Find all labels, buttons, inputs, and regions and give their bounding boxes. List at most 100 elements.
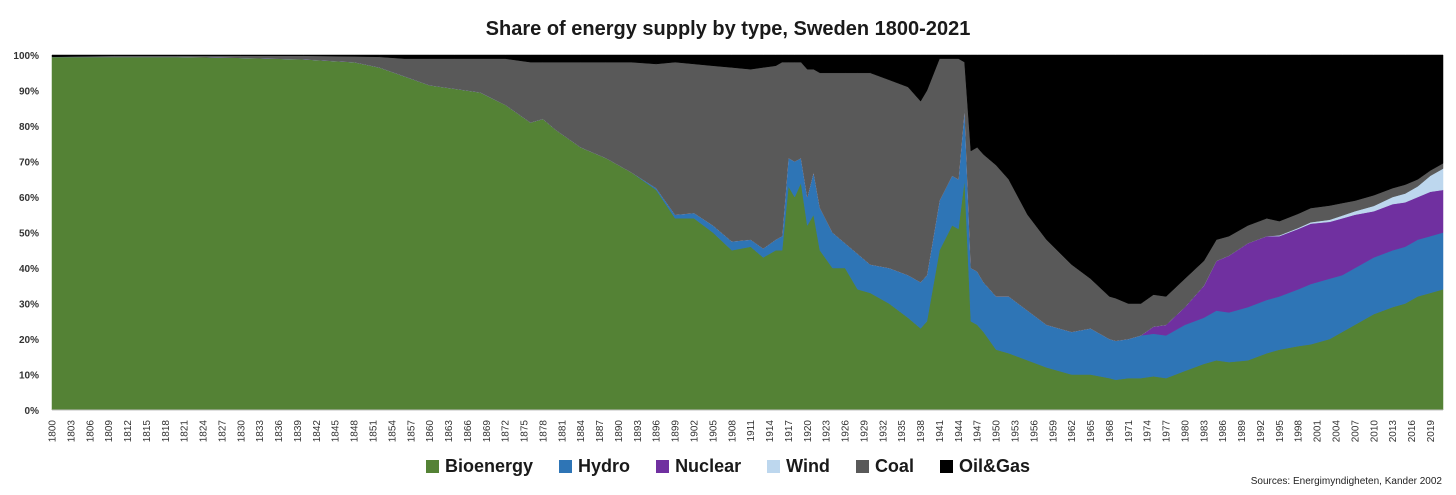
x-tick-label: 2016 <box>1407 420 1418 443</box>
source-note: Sources: Energimyndigheten, Kander 2002 <box>1250 476 1442 487</box>
legend-label: Hydro <box>578 456 631 476</box>
x-tick-label: 1911 <box>746 420 757 442</box>
x-tick-label: 1830 <box>236 420 247 443</box>
x-tick-label: 2019 <box>1426 420 1437 443</box>
x-tick-label: 1941 <box>935 420 946 443</box>
y-tick-label: 100% <box>13 51 39 62</box>
y-tick-label: 90% <box>19 87 39 98</box>
legend-item-wind: Wind <box>767 456 830 477</box>
x-tick-label: 1893 <box>633 420 644 443</box>
x-tick-label: 1980 <box>1180 420 1191 443</box>
x-tick-label: 1908 <box>727 420 738 443</box>
legend-label: Nuclear <box>675 456 742 476</box>
x-tick-label: 1806 <box>85 420 96 443</box>
x-tick-label: 1818 <box>161 420 172 443</box>
x-tick-label: 1872 <box>501 420 512 443</box>
legend-item-oil-gas: Oil&Gas <box>939 456 1030 477</box>
x-tick-label: 1833 <box>255 420 266 443</box>
x-tick-label: 1947 <box>973 420 984 443</box>
x-tick-label: 1842 <box>312 420 323 443</box>
legend-swatch <box>559 460 573 473</box>
x-tick-label: 1827 <box>217 420 228 443</box>
x-tick-label: 1992 <box>1256 420 1267 443</box>
y-tick-label: 30% <box>19 300 39 311</box>
x-tick-label: 1917 <box>784 420 795 443</box>
x-tick-label: 1995 <box>1275 420 1286 443</box>
area-oil-gas <box>51 54 1444 304</box>
x-tick-label: 1839 <box>293 420 304 443</box>
legend-swatch <box>426 460 440 473</box>
area-series-group <box>51 54 1444 411</box>
x-tick-label: 1965 <box>1086 420 1097 443</box>
y-tick-label: 50% <box>19 229 39 240</box>
x-tick-label: 2010 <box>1369 420 1380 443</box>
x-tick-label: 1887 <box>595 420 606 443</box>
x-tick-label: 1926 <box>841 420 852 443</box>
x-tick-label: 1803 <box>66 420 77 443</box>
x-tick-label: 1983 <box>1199 420 1210 443</box>
legend-item-bioenergy: Bioenergy <box>426 456 533 477</box>
x-tick-label: 1881 <box>557 420 568 443</box>
y-tick-label: 60% <box>19 193 39 204</box>
x-tick-label: 1866 <box>463 420 474 443</box>
x-tick-label: 1878 <box>538 420 549 443</box>
x-tick-label: 1824 <box>199 420 210 443</box>
x-tick-label: 2004 <box>1332 420 1343 443</box>
x-tick-label: 1932 <box>878 420 889 443</box>
x-tick-label: 1809 <box>104 420 115 443</box>
legend-label: Bioenergy <box>445 456 534 476</box>
x-tick-label: 1953 <box>1011 420 1022 443</box>
legend-swatch <box>656 460 670 473</box>
x-tick-label: 1986 <box>1218 420 1229 443</box>
y-axis: 0% 10% 20% 30% 40% 50% 60% 70% 80% 90% 100% <box>13 51 39 417</box>
x-tick-label: 1812 <box>123 420 134 443</box>
x-tick-label: 1815 <box>142 420 153 443</box>
legend-item-hydro: Hydro <box>559 456 630 477</box>
x-tick-label: 1875 <box>520 420 531 443</box>
x-tick-label: 1905 <box>708 420 719 443</box>
legend-swatch <box>939 460 953 473</box>
legend: Bioenergy Hydro Nuclear Wind Coal Oil&Gas <box>0 456 1456 477</box>
legend-label: Oil&Gas <box>958 456 1030 476</box>
x-tick-label: 1863 <box>444 420 455 443</box>
x-tick-label: 1998 <box>1294 420 1305 443</box>
x-tick-label: 1950 <box>992 420 1003 443</box>
x-tick-label: 1896 <box>652 420 663 443</box>
x-tick-label: 1851 <box>369 420 380 443</box>
x-tick-label: 1890 <box>614 420 625 443</box>
x-tick-label: 1914 <box>765 420 776 443</box>
y-tick-label: 70% <box>19 158 39 169</box>
legend-swatch <box>855 460 869 473</box>
x-tick-label: 1989 <box>1237 420 1248 443</box>
x-tick-label: 1962 <box>1067 420 1078 443</box>
x-tick-label: 1959 <box>1048 420 1059 443</box>
x-tick-label: 1938 <box>916 420 927 443</box>
x-tick-label: 1884 <box>576 420 587 443</box>
y-tick-label: 80% <box>19 122 39 133</box>
x-tick-label: 1857 <box>406 420 417 443</box>
x-tick-label: 1836 <box>274 420 285 443</box>
x-tick-label: 1944 <box>954 420 965 443</box>
chart-title: Share of energy supply by type, Sweden 1… <box>485 18 971 40</box>
x-tick-label: 1848 <box>350 420 361 443</box>
y-tick-label: 0% <box>25 406 40 417</box>
x-tick-label: 1845 <box>331 420 342 443</box>
x-tick-label: 1899 <box>671 420 682 443</box>
x-tick-label: 2001 <box>1313 420 1324 443</box>
x-tick-label: 1968 <box>1105 420 1116 443</box>
x-tick-label: 1869 <box>482 420 493 443</box>
legend-label: Coal <box>874 456 914 476</box>
x-tick-label: 1923 <box>822 420 833 443</box>
x-axis: 1800 1803 1806 1809 1812 1815 1818 1821 1824 1827… <box>48 409 1443 443</box>
x-tick-label: 1821 <box>180 420 191 443</box>
x-tick-label: 1860 <box>425 420 436 443</box>
legend-item-coal: Coal <box>855 456 914 477</box>
legend-item-nuclear: Nuclear <box>656 456 741 477</box>
y-tick-label: 40% <box>19 264 39 275</box>
x-tick-label: 1800 <box>48 420 59 443</box>
x-tick-label: 1974 <box>1143 420 1154 443</box>
x-tick-label: 1935 <box>897 420 908 443</box>
y-tick-label: 20% <box>19 335 39 346</box>
y-tick-label: 10% <box>19 371 39 382</box>
x-tick-label: 1854 <box>387 420 398 443</box>
